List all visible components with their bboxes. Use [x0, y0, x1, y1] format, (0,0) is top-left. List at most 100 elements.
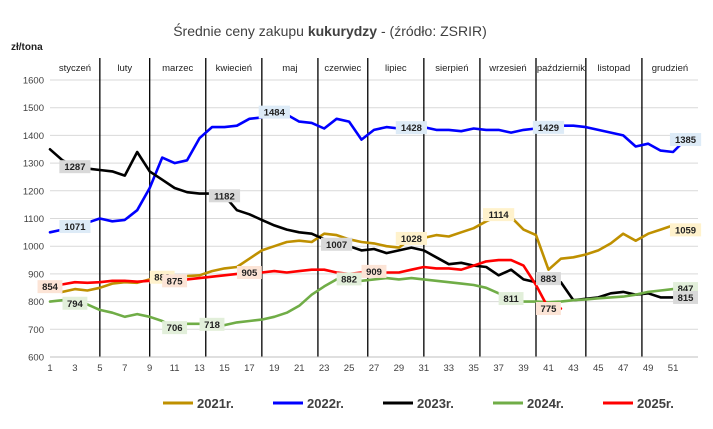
data-label-box: [536, 272, 561, 286]
legend-label: 2023r.: [417, 396, 454, 411]
x-tick-label: 49: [643, 363, 654, 374]
data-label-box: [258, 105, 290, 119]
x-tick-label: 51: [668, 363, 679, 374]
legend-label: 2024r.: [527, 396, 564, 411]
data-label: 1428: [401, 123, 422, 134]
x-tick-label: 5: [97, 363, 102, 374]
data-label: 706: [167, 323, 183, 334]
y-tick-label: 800: [28, 297, 44, 308]
data-label: 1059: [675, 225, 696, 236]
x-tick-label: 39: [518, 363, 529, 374]
data-label: 1429: [538, 123, 559, 134]
data-label-box: [669, 223, 702, 237]
legend-label: 2025r.: [637, 396, 674, 411]
data-label-box: [162, 274, 188, 288]
series-line-2024r: [48, 276, 687, 329]
month-label: październik: [537, 63, 585, 74]
data-label: 888: [154, 273, 170, 284]
x-tick-label: 41: [543, 363, 554, 374]
x-tick-label: 17: [244, 363, 255, 374]
chart-title: Średnie ceny zakupu kukurydzy - (źródło:…: [173, 22, 487, 39]
y-tick-label: 1100: [24, 214, 44, 225]
y-tick-label: 1600: [23, 76, 44, 87]
x-tick-label: 11: [170, 363, 180, 374]
x-tick-label: 37: [493, 363, 504, 374]
x-tick-label: 7: [122, 363, 127, 374]
data-label-box: [669, 133, 702, 147]
data-label: 1287: [64, 162, 85, 173]
data-label: 882: [341, 274, 357, 285]
data-label: 1182: [214, 191, 235, 202]
x-tick-label: 27: [369, 363, 380, 374]
x-tick-label: 47: [618, 363, 629, 374]
x-tick-label: 1: [47, 363, 52, 374]
data-label: 905: [241, 268, 258, 279]
y-tick-label: 1500: [23, 103, 44, 114]
data-label: 1028: [401, 234, 422, 245]
chart-title-suffix: - (źródło: ZSRIR): [377, 23, 487, 39]
x-tick-label: 29: [394, 363, 405, 374]
x-tick-label: 31: [419, 363, 430, 374]
y-tick-label: 1300: [23, 159, 44, 170]
data-label-box: [236, 266, 262, 280]
y-axis-label: zł/tona: [11, 42, 43, 53]
data-label-box: [37, 280, 63, 294]
data-label: 875: [167, 276, 184, 287]
x-tick-label: 25: [344, 363, 355, 374]
x-tick-label: 15: [219, 363, 230, 374]
x-tick-label: 23: [319, 363, 330, 374]
month-label: wrzesień: [488, 63, 527, 74]
x-tick-label: 21: [294, 363, 305, 374]
data-label: 1385: [675, 135, 697, 146]
y-tick-label: 1200: [23, 186, 44, 197]
month-label: marzec: [162, 63, 193, 74]
month-label: czerwiec: [324, 63, 361, 74]
data-label-box: [336, 272, 362, 286]
y-tick-label: 900: [28, 269, 44, 280]
data-label: 794: [67, 299, 84, 310]
data-label-box: [532, 120, 565, 134]
month-label: luty: [117, 63, 132, 74]
x-tick-label: 13: [194, 363, 205, 374]
data-label: 909: [366, 267, 382, 278]
x-tick-label: 3: [72, 363, 77, 374]
x-tick-label: 33: [443, 363, 454, 374]
y-tick-label: 1000: [23, 242, 44, 253]
x-tick-label: 35: [468, 363, 479, 374]
series-line-2022r: [48, 110, 687, 234]
month-label: maj: [282, 63, 297, 74]
data-label-box: [536, 302, 561, 316]
chart-title-bold: kukurydzy: [308, 23, 377, 39]
data-label-box: [395, 231, 427, 245]
data-label: 1484: [264, 108, 286, 119]
month-label: grudzień: [652, 63, 688, 74]
y-tick-label: 1400: [23, 131, 44, 142]
data-label-box: [498, 292, 524, 306]
x-tick-label: 9: [147, 363, 152, 374]
x-tick-label: 45: [593, 363, 604, 374]
data-label-box: [208, 189, 241, 203]
data-label: 847: [678, 284, 694, 295]
data-label: 1071: [64, 222, 86, 233]
data-label-box: [59, 220, 91, 234]
data-label: 1114: [489, 210, 510, 221]
data-label-box: [483, 208, 515, 222]
y-tick-label: 700: [28, 325, 44, 336]
data-label: 854: [42, 282, 59, 293]
chart-title-prefix: Średnie ceny zakupu: [173, 22, 308, 39]
month-label: kwiecień: [216, 63, 252, 74]
month-label: listopad: [598, 63, 631, 74]
legend-label: 2022r.: [307, 396, 344, 411]
month-label: styczeń: [59, 63, 91, 74]
data-label-box: [162, 321, 188, 335]
series-line-2025r: [48, 258, 563, 310]
data-label: 1007: [326, 240, 347, 251]
data-label-box: [62, 296, 88, 310]
data-label: 718: [204, 320, 220, 331]
data-label: 811: [503, 294, 519, 305]
x-tick-label: 43: [568, 363, 579, 374]
month-label: sierpień: [435, 63, 468, 74]
data-label: 775: [541, 304, 558, 315]
